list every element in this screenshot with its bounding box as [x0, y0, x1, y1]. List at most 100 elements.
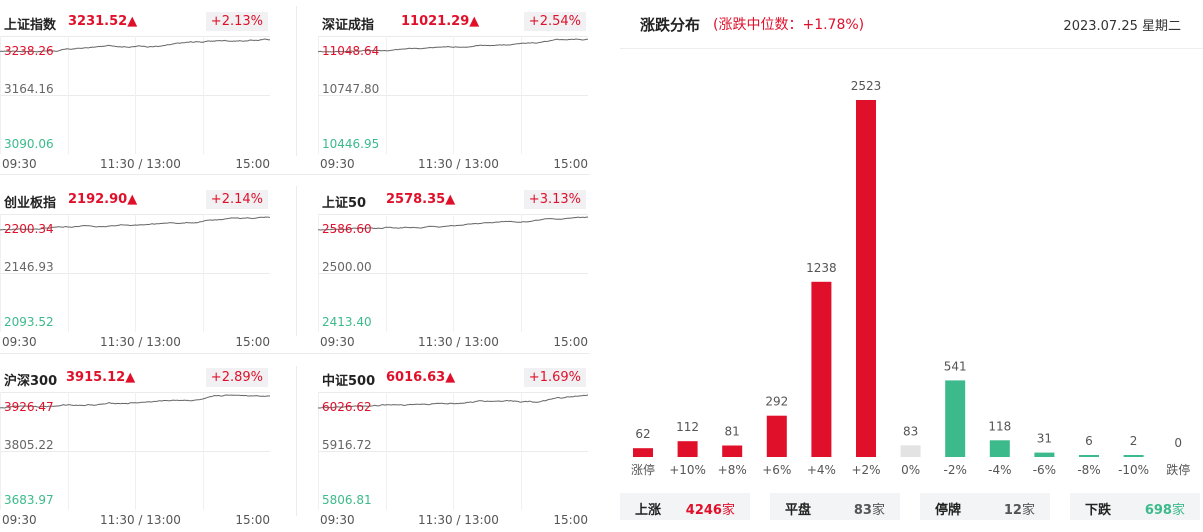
- x-label-open: 09:30: [320, 157, 355, 171]
- summary-bar: 上涨 4246家 平盘 83家 停牌 12家 下跌 698家: [620, 493, 1203, 520]
- bar-value-label: 541: [944, 359, 967, 373]
- summary-label: 停牌: [935, 503, 962, 518]
- summary-count: 83家: [854, 499, 885, 518]
- bar-category-label: -10%: [1118, 463, 1149, 477]
- index-change-badge: +2.13%: [205, 12, 268, 31]
- distribution-bar: [945, 380, 966, 457]
- intraday-sparkline: [0, 36, 270, 154]
- x-label-midday: 11:30 / 13:00: [100, 335, 181, 349]
- axis-low-label: 10446.95: [322, 137, 380, 151]
- summary-value: 4246: [685, 503, 722, 518]
- x-label-midday: 11:30 / 13:00: [418, 335, 499, 349]
- x-label-close: 15:00: [235, 513, 270, 527]
- index-value: 3915.12▲: [66, 370, 136, 385]
- summary-box: 上涨 4246家: [620, 493, 750, 520]
- x-label-close: 15:00: [553, 335, 588, 349]
- bar-value-label: 118: [988, 419, 1011, 433]
- x-label-open: 09:30: [2, 335, 37, 349]
- summary-unit: 家: [721, 503, 735, 518]
- bar-value-label: 112: [676, 420, 699, 434]
- bar-category-label: 跌停: [1166, 462, 1190, 477]
- index-card[interactable]: 深证成指 11021.29▲ +2.54% 11048.64 10747.80 …: [318, 6, 588, 176]
- column-divider: [296, 6, 297, 156]
- row-divider: [0, 174, 590, 175]
- axis-mid-label: 3164.16: [4, 82, 54, 96]
- index-card[interactable]: 创业板指 2192.90▲ +2.14% 2200.34 2146.93 209…: [0, 184, 270, 354]
- index-value: 11021.29▲: [401, 14, 480, 29]
- summary-count: 12家: [1004, 499, 1035, 518]
- bar-category-label: +4%: [807, 463, 836, 477]
- intraday-sparkline: [318, 392, 588, 510]
- summary-box: 下跌 698家: [1070, 493, 1200, 520]
- index-value: 2578.35▲: [386, 192, 456, 207]
- x-label-midday: 11:30 / 13:00: [100, 513, 181, 527]
- summary-value: 83: [853, 503, 872, 518]
- axis-mid-label: 5916.72: [322, 438, 372, 452]
- axis-high-label: 3238.26: [4, 44, 54, 58]
- distribution-bar: [633, 448, 653, 457]
- index-value: 6016.63▲: [386, 370, 456, 385]
- median-change: (涨跌中位数：+1.78%): [713, 17, 865, 33]
- bar-category-label: +2%: [851, 463, 880, 477]
- index-name: 上证指数: [4, 18, 57, 33]
- summary-unit: 家: [871, 503, 885, 518]
- axis-low-label: 2413.40: [322, 315, 372, 329]
- bar-value-label: 6: [1085, 434, 1093, 448]
- axis-high-label: 6026.62: [322, 400, 372, 414]
- distribution-bar: [677, 441, 698, 457]
- index-value: 2192.90▲: [68, 192, 138, 207]
- index-name: 上证50: [322, 196, 367, 211]
- distribution-header: 涨跌分布 (涨跌中位数：+1.78%) 2023.07.25 星期二: [620, 0, 1203, 49]
- index-card-header: 上证指数 3231.52▲ +2.13%: [0, 6, 270, 33]
- distribution-bar: [989, 440, 1010, 457]
- axis-mid-label: 2500.00: [322, 260, 372, 274]
- index-card[interactable]: 上证50 2578.35▲ +3.13% 2586.60 2500.00 241…: [318, 184, 588, 354]
- summary-value: 12: [1003, 503, 1022, 518]
- bar-value-label: 2523: [851, 79, 882, 93]
- index-card-header: 创业板指 2192.90▲ +2.14%: [0, 184, 270, 211]
- bar-category-label: 涨停: [631, 462, 655, 477]
- bar-category-label: +8%: [718, 463, 747, 477]
- distribution-bar: [811, 281, 832, 457]
- index-card-header: 沪深300 3915.12▲ +2.89%: [0, 362, 270, 389]
- summary-unit: 家: [1021, 503, 1035, 518]
- row-divider: [0, 353, 590, 354]
- index-name: 创业板指: [4, 196, 57, 211]
- summary-unit: 家: [1171, 503, 1185, 518]
- x-label-open: 09:30: [320, 513, 355, 527]
- summary-value: 698: [1144, 503, 1172, 518]
- bar-category-label: 0%: [901, 463, 920, 477]
- index-card[interactable]: 中证500 6016.63▲ +1.69% 6026.62 5916.72 58…: [318, 362, 588, 532]
- bar-value-label: 83: [903, 424, 918, 438]
- distribution-title: 涨跌分布: [640, 16, 701, 34]
- bar-value-label: 0: [1174, 436, 1182, 450]
- axis-mid-label: 2146.93: [4, 260, 54, 274]
- summary-label: 平盘: [785, 503, 812, 518]
- x-label-close: 15:00: [553, 513, 588, 527]
- summary-label: 上涨: [635, 503, 662, 518]
- index-card[interactable]: 上证指数 3231.52▲ +2.13% 3238.26 3164.16 309…: [0, 6, 270, 176]
- distribution-bar: [722, 445, 743, 457]
- distribution-bar: [856, 100, 876, 457]
- summary-count: 698家: [1145, 499, 1185, 518]
- index-change-badge: +3.13%: [523, 190, 586, 209]
- x-label-open: 09:30: [320, 335, 355, 349]
- axis-low-label: 3090.06: [4, 137, 54, 151]
- index-card[interactable]: 沪深300 3915.12▲ +2.89% 3926.47 3805.22 36…: [0, 362, 270, 532]
- axis-low-label: 5806.81: [322, 493, 372, 507]
- bar-category-label: -6%: [1033, 463, 1056, 477]
- distribution-bar: [1034, 452, 1055, 457]
- index-change-badge: +2.54%: [523, 12, 586, 31]
- trade-date: 2023.07.25 星期二: [1063, 19, 1181, 34]
- summary-label: 下跌: [1085, 503, 1112, 518]
- axis-high-label: 2200.34: [4, 222, 54, 236]
- x-label-midday: 11:30 / 13:00: [418, 157, 499, 171]
- bar-value-label: 1238: [806, 261, 837, 275]
- intraday-sparkline: [0, 214, 270, 332]
- bar-category-label: +10%: [669, 463, 706, 477]
- distribution-bar: [766, 415, 787, 457]
- distribution-bar: [1079, 455, 1099, 457]
- column-divider: [296, 186, 297, 336]
- bar-value-label: 31: [1037, 432, 1052, 446]
- distribution-panel: 涨跌分布 (涨跌中位数：+1.78%) 2023.07.25 星期二 62 涨停 1…: [620, 0, 1203, 520]
